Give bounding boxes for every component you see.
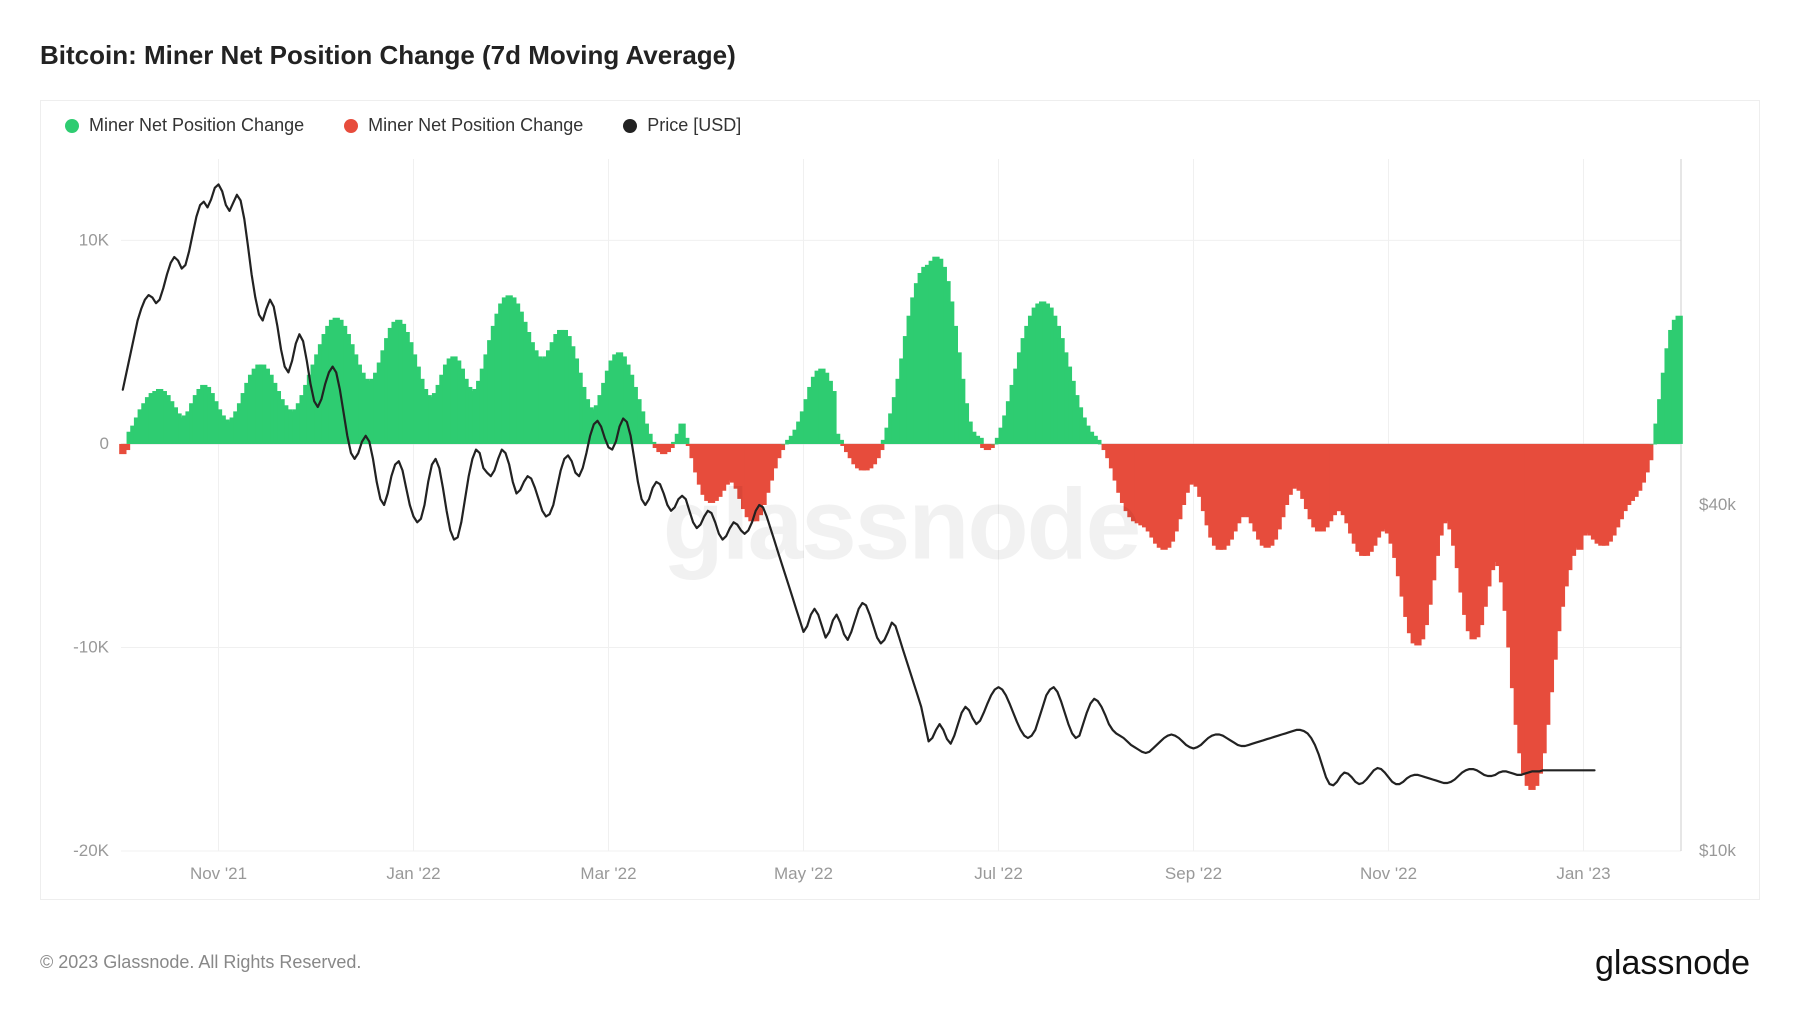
chart-container: Miner Net Position Change Miner Net Posi… [40,100,1760,900]
legend-item-price: Price [USD] [623,115,741,136]
svg-text:$40k: $40k [1699,495,1736,514]
svg-text:Mar '22: Mar '22 [580,864,636,883]
legend-dot-black [623,119,637,133]
svg-text:Sep '22: Sep '22 [1165,864,1222,883]
svg-text:-20K: -20K [73,841,110,860]
svg-text:0: 0 [100,434,109,453]
chart-title: Bitcoin: Miner Net Position Change (7d M… [40,40,736,71]
brand-logo-text: glassnode [1595,944,1750,983]
legend-label: Miner Net Position Change [368,115,583,136]
svg-text:10K: 10K [79,230,110,249]
legend-label: Miner Net Position Change [89,115,304,136]
svg-text:Jul '22: Jul '22 [974,864,1023,883]
legend-dot-red [344,119,358,133]
svg-text:$10k: $10k [1699,841,1736,860]
legend-dot-green [65,119,79,133]
svg-text:Jan '23: Jan '23 [1556,864,1610,883]
copyright-text: © 2023 Glassnode. All Rights Reserved. [40,952,361,973]
svg-text:Nov '21: Nov '21 [190,864,247,883]
svg-text:Jan '22: Jan '22 [386,864,440,883]
svg-text:May '22: May '22 [774,864,833,883]
chart-svg: -20K -10K 0 10K $10k $40k Nov '21 Jan '22 Mar '2… [41,149,1761,901]
plot-area: glassnode -20K-10K010K$10k$40kNov '21Jan… [41,149,1761,901]
legend-item-negative: Miner Net Position Change [344,115,583,136]
svg-text:-10K: -10K [73,637,110,656]
legend-label: Price [USD] [647,115,741,136]
svg-text:Nov '22: Nov '22 [1360,864,1417,883]
chart-legend: Miner Net Position Change Miner Net Posi… [41,101,1759,150]
legend-item-positive: Miner Net Position Change [65,115,304,136]
